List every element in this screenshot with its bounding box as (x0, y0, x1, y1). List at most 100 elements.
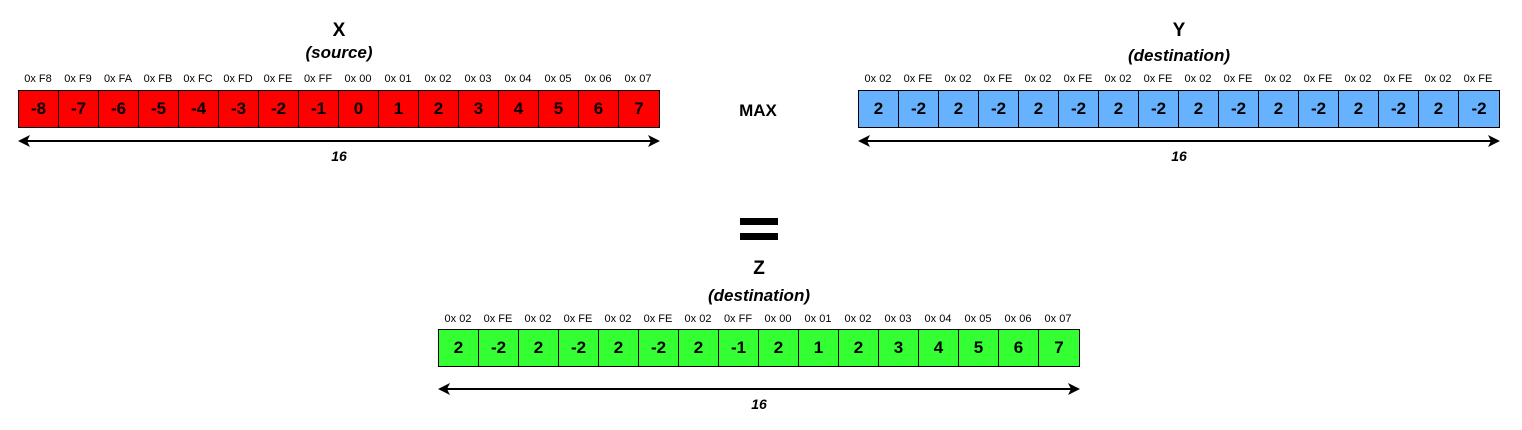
value-cell: 2 (859, 91, 899, 127)
hex-label: 0x FC (183, 73, 213, 85)
operation-label: MAX (739, 101, 777, 120)
register-z-cells: 2 -2 2 -2 2 -2 2 -1 2 1 2 3 4 5 6 7 (438, 329, 1080, 367)
hex-label: 0x FE (903, 73, 933, 85)
hex-label: 0x 01 (804, 313, 832, 325)
value-cell: -7 (59, 91, 99, 127)
register-x-width-label: 16 (331, 148, 347, 164)
value-cell: -8 (19, 91, 59, 127)
value-cell: -2 (1459, 91, 1499, 127)
hex-label: 0x 02 (944, 73, 972, 85)
register-z-width-label: 16 (751, 396, 767, 412)
value-cell: 2 (1419, 91, 1459, 127)
value-cell: -4 (179, 91, 219, 127)
register-z-role: (destination) (708, 286, 810, 305)
hex-label: 0x FE (263, 73, 293, 85)
hex-label: 0x 01 (384, 73, 412, 85)
register-y-width-label: 16 (1171, 148, 1187, 164)
hex-label: 0x FE (643, 313, 673, 325)
value-cell: 7 (619, 91, 659, 127)
value-cell: -2 (1379, 91, 1419, 127)
value-cell: -2 (979, 91, 1019, 127)
value-cell: -2 (1219, 91, 1259, 127)
value-cell: -2 (1139, 91, 1179, 127)
value-cell: 3 (459, 91, 499, 127)
value-cell: 2 (1339, 91, 1379, 127)
value-cell: 1 (379, 91, 419, 127)
hex-label: 0x FD (223, 73, 253, 85)
hex-label: 0x FE (1383, 73, 1413, 85)
value-cell: -2 (639, 330, 679, 366)
hex-label: 0x 06 (1004, 313, 1032, 325)
value-cell: 2 (1259, 91, 1299, 127)
value-cell: -6 (99, 91, 139, 127)
hex-label: 0x FE (1223, 73, 1253, 85)
register-x-name: X (332, 20, 346, 41)
hex-label: 0x 04 (504, 73, 532, 85)
hex-label: 0x FE (1143, 73, 1173, 85)
register-y-width-arrow (858, 135, 1500, 147)
register-z-width-arrow (438, 383, 1080, 395)
hex-label: 0x F9 (64, 73, 92, 85)
value-cell: -2 (1299, 91, 1339, 127)
register-z-name: Z (753, 258, 765, 279)
value-cell: 6 (999, 330, 1039, 366)
hex-label: 0x 02 (1024, 73, 1052, 85)
hex-label: 0x FE (483, 313, 513, 325)
hex-label: 0x FF (303, 73, 333, 85)
register-z-hex-row: 0x 02 0x FE 0x 02 0x FE 0x 02 0x FE 0x 02 0x FF… (438, 312, 1080, 326)
hex-label: 0x 06 (584, 73, 612, 85)
hex-label: 0x 02 (444, 313, 472, 325)
value-cell: 2 (1099, 91, 1139, 127)
value-cell: 0 (339, 91, 379, 127)
hex-label: 0x FA (103, 73, 133, 85)
register-x-cells: -8 -7 -6 -5 -4 -3 -2 -1 0 1 2 3 4 5 6 7 (18, 90, 660, 128)
value-cell: -2 (899, 91, 939, 127)
value-cell: -5 (139, 91, 179, 127)
hex-label: 0x 05 (544, 73, 572, 85)
hex-label: 0x 03 (884, 313, 912, 325)
value-cell: 1 (799, 330, 839, 366)
hex-label: 0x F8 (24, 73, 52, 85)
value-cell: -1 (719, 330, 759, 366)
hex-label: 0x FE (1303, 73, 1333, 85)
value-cell: 3 (879, 330, 919, 366)
value-cell: -2 (479, 330, 519, 366)
value-cell: 6 (579, 91, 619, 127)
value-cell: 2 (679, 330, 719, 366)
hex-label: 0x 03 (464, 73, 492, 85)
value-cell: 2 (839, 330, 879, 366)
value-cell: 2 (759, 330, 799, 366)
hex-label: 0x FE (1463, 73, 1493, 85)
equals-sign (740, 218, 778, 246)
value-cell: 2 (519, 330, 559, 366)
hex-label: 0x 02 (684, 313, 712, 325)
value-cell: -1 (299, 91, 339, 127)
hex-label: 0x 02 (1184, 73, 1212, 85)
hex-label: 0x 02 (1104, 73, 1132, 85)
value-cell: -2 (259, 91, 299, 127)
register-y-hex-row: 0x 02 0x FE 0x 02 0x FE 0x 02 0x FE 0x 02 0x FE… (858, 72, 1500, 86)
value-cell: 4 (919, 330, 959, 366)
hex-label: 0x FF (723, 313, 753, 325)
hex-label: 0x 02 (1424, 73, 1452, 85)
hex-label: 0x 02 (1344, 73, 1372, 85)
hex-label: 0x 07 (624, 73, 652, 85)
hex-label: 0x 02 (1264, 73, 1292, 85)
hex-label: 0x 07 (1044, 313, 1072, 325)
hex-label: 0x 04 (924, 313, 952, 325)
value-cell: 5 (539, 91, 579, 127)
register-y-cells: 2 -2 2 -2 2 -2 2 -2 2 -2 2 -2 2 -2 2 -2 (858, 90, 1500, 128)
value-cell: 2 (1179, 91, 1219, 127)
hex-label: 0x 05 (964, 313, 992, 325)
hex-label: 0x 02 (604, 313, 632, 325)
value-cell: 4 (499, 91, 539, 127)
hex-label: 0x 02 (424, 73, 452, 85)
value-cell: -3 (219, 91, 259, 127)
register-x-role: (source) (305, 43, 373, 62)
hex-label: 0x FE (1063, 73, 1093, 85)
value-cell: 2 (1019, 91, 1059, 127)
hex-label: 0x 02 (524, 313, 552, 325)
hex-label: 0x 02 (864, 73, 892, 85)
value-cell: 5 (959, 330, 999, 366)
value-cell: -2 (1059, 91, 1099, 127)
